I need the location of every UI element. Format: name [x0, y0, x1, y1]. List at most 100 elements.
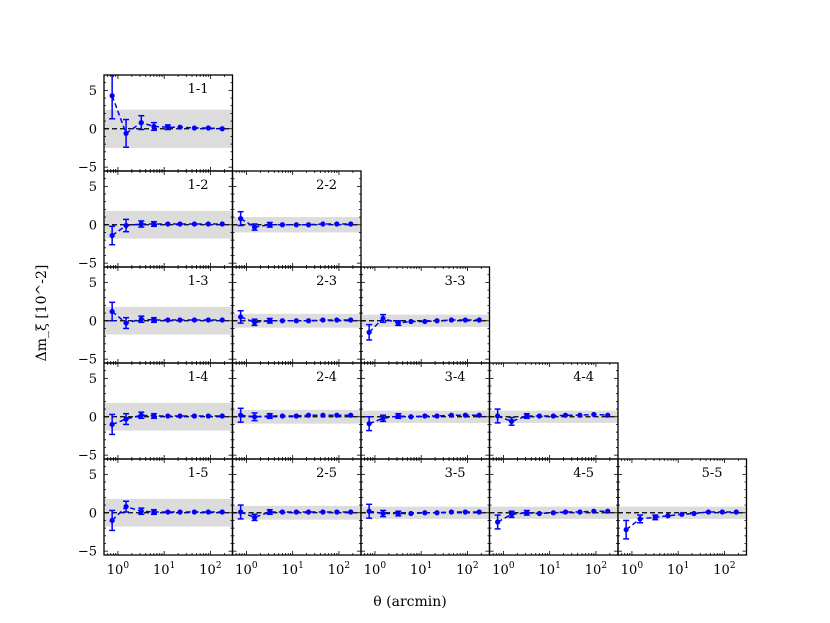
data-point — [524, 413, 530, 419]
panel-label: 1-2 — [188, 178, 209, 193]
data-point — [177, 317, 183, 323]
data-point — [536, 413, 543, 419]
data-point — [366, 421, 372, 427]
data-point — [408, 510, 414, 517]
panel-label: 2-5 — [316, 466, 337, 481]
data-point — [205, 413, 211, 419]
data-point — [536, 510, 543, 517]
data-point — [334, 412, 340, 418]
data-point — [267, 509, 273, 515]
data-point — [448, 412, 454, 418]
data-point — [495, 413, 501, 419]
data-point — [151, 221, 157, 227]
data-point — [476, 412, 482, 418]
data-point — [293, 413, 299, 419]
x-tick-label: 102 — [328, 561, 350, 578]
data-point — [305, 318, 312, 324]
data-point — [652, 514, 658, 520]
data-point — [434, 413, 440, 419]
data-point — [476, 509, 482, 515]
panel-plot-area — [104, 498, 233, 532]
data-point — [151, 123, 157, 130]
data-point — [238, 412, 244, 418]
y-tick-label: 0 — [89, 218, 97, 233]
panel-3-5: 3-5 100 101 102 — [360, 458, 491, 578]
panel-1-5: 1-5 5 0 −5 100 101 102 — [78, 458, 234, 578]
data-point — [380, 315, 386, 322]
data-point — [138, 221, 144, 227]
data-point — [177, 413, 183, 419]
panel-label: 3-5 — [445, 466, 466, 481]
x-tick-label: 100 — [107, 561, 130, 578]
data-point — [691, 510, 697, 517]
y-tick-label: 5 — [89, 180, 97, 195]
panel-3-4: 3-4 — [360, 362, 491, 460]
panel-frame — [617, 458, 748, 556]
panel-1-4: 1-4 5 0 −5 — [78, 362, 234, 464]
data-point — [334, 221, 340, 227]
panel-grid: 1-1 5 0 −5 1-2 5 0 −5 2-2 1-3 5 0 −5 2-3 3-3 1-4 5 0 −5 2-4… — [78, 74, 748, 578]
y-axis-label: Δm_ξ [10^-2] — [34, 265, 50, 362]
data-point — [238, 314, 244, 320]
x-tick-label: 100 — [364, 561, 387, 578]
data-point — [348, 317, 354, 323]
data-point — [550, 413, 556, 419]
data-point — [462, 509, 468, 515]
panel-label: 2-3 — [316, 274, 337, 289]
y-tick-label: −5 — [78, 449, 97, 464]
y-tick-label: 0 — [89, 506, 97, 521]
y-tick-label: 5 — [89, 276, 97, 291]
data-point — [524, 510, 530, 516]
data-point — [177, 124, 183, 130]
panel-label: 1-3 — [188, 274, 209, 289]
y-tick-label: 5 — [89, 84, 97, 99]
panel-label: 4-5 — [573, 466, 594, 481]
y-tick-label: −5 — [78, 353, 97, 368]
data-point — [219, 413, 225, 419]
y-tick-label: −5 — [78, 545, 97, 560]
data-point — [151, 509, 157, 515]
panel-plot-area — [361, 410, 490, 432]
x-tick-label: 101 — [282, 561, 304, 578]
data-point — [422, 413, 428, 419]
data-point — [165, 509, 171, 515]
x-tick-label: 100 — [621, 561, 644, 578]
x-tick-label: 101 — [667, 561, 689, 578]
y-tick-label: −5 — [78, 257, 97, 272]
panel-label: 1-1 — [188, 82, 209, 97]
panel-label: 3-4 — [445, 370, 466, 385]
data-point — [562, 412, 569, 418]
data-point — [495, 519, 501, 525]
panel-2-3: 2-3 — [231, 266, 362, 364]
data-point — [348, 412, 354, 418]
series-line — [369, 510, 480, 515]
data-point — [123, 320, 129, 326]
data-point — [219, 509, 225, 515]
data-point — [422, 510, 428, 516]
data-point — [705, 509, 711, 515]
x-tick-label: 101 — [539, 561, 561, 578]
panel-plot-area — [232, 504, 361, 522]
y-tick-label: −5 — [78, 161, 97, 176]
panel-plot-area — [232, 210, 361, 233]
data-point — [562, 509, 569, 515]
data-point — [267, 413, 273, 419]
data-point — [279, 222, 286, 228]
panel-plot-area — [104, 402, 233, 436]
x-tick-label: 101 — [410, 561, 432, 578]
data-point — [165, 124, 171, 130]
data-point — [293, 318, 299, 324]
data-point — [334, 317, 340, 323]
data-point — [305, 412, 312, 418]
panel-2-4: 2-4 — [231, 362, 362, 460]
data-point — [380, 415, 386, 421]
panel-4-5: 4-5 100 101 102 — [488, 458, 619, 578]
data-point — [109, 93, 115, 99]
data-point — [448, 317, 454, 323]
panel-plot-area — [232, 407, 361, 424]
data-point — [279, 509, 286, 515]
data-point — [637, 516, 643, 522]
data-point — [205, 125, 211, 131]
data-point — [577, 412, 583, 418]
data-point — [109, 517, 115, 524]
